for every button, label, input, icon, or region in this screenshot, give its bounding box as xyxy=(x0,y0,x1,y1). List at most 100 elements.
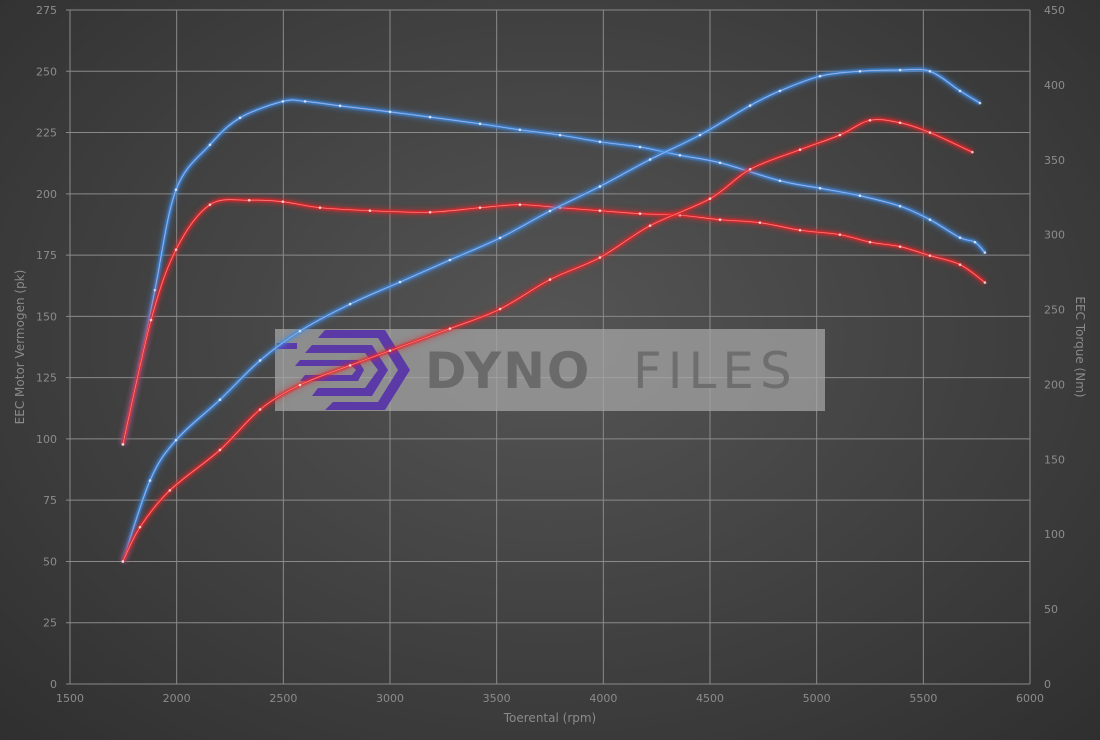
data-point xyxy=(149,318,153,322)
data-point xyxy=(708,197,712,201)
y-right-tick-label: 250 xyxy=(1044,304,1065,317)
data-point xyxy=(868,118,872,122)
data-point xyxy=(648,158,652,161)
data-point xyxy=(258,408,262,411)
y-left-tick-label: 150 xyxy=(36,310,57,323)
y-right-tick-label: 150 xyxy=(1044,453,1065,466)
data-point xyxy=(758,221,762,224)
data-point xyxy=(303,100,307,103)
data-point xyxy=(958,89,962,93)
y-axis-left-label: EEC Motor Vermogen (pk) xyxy=(13,270,27,425)
x-axis-label: Toerental (rpm) xyxy=(503,711,596,725)
y-left-tick-label: 200 xyxy=(36,188,57,201)
data-point xyxy=(638,145,642,149)
data-point xyxy=(208,203,212,207)
data-point xyxy=(478,122,482,126)
data-point xyxy=(798,148,802,152)
data-point xyxy=(958,263,962,266)
data-point xyxy=(174,248,178,251)
y-right-tick-label: 450 xyxy=(1044,4,1065,17)
y-right-tick-label: 400 xyxy=(1044,79,1065,92)
x-tick-label: 4000 xyxy=(589,692,617,705)
data-point xyxy=(218,448,222,452)
data-point xyxy=(518,203,522,207)
series-highlight xyxy=(122,69,981,562)
series-line xyxy=(121,68,981,562)
y-left-tick-label: 275 xyxy=(36,4,57,17)
data-point xyxy=(153,288,157,292)
series-highlight xyxy=(122,99,986,445)
data-point xyxy=(598,256,602,259)
data-point xyxy=(348,302,352,306)
data-point xyxy=(498,236,502,240)
data-point xyxy=(548,209,552,213)
data-point xyxy=(298,329,302,333)
data-point xyxy=(174,188,178,192)
data-point xyxy=(558,133,562,137)
data-point xyxy=(638,212,642,215)
data-point xyxy=(748,104,752,107)
data-point xyxy=(174,438,178,442)
y-left-tick-label: 250 xyxy=(36,65,57,78)
data-point xyxy=(778,89,782,93)
data-point xyxy=(368,209,372,213)
data-point xyxy=(698,133,702,137)
data-point xyxy=(518,128,522,132)
data-point xyxy=(398,280,402,284)
data-point xyxy=(448,258,452,262)
data-point xyxy=(978,101,982,105)
data-point xyxy=(928,131,932,134)
data-point xyxy=(898,68,902,72)
x-tick-label: 4500 xyxy=(696,692,724,705)
data-point xyxy=(778,179,782,183)
y-axis-right-label: EEC Torque (Nm) xyxy=(1073,296,1087,397)
y-right-tick-label: 50 xyxy=(1044,603,1058,616)
data-point xyxy=(868,240,872,244)
y-right-tick-label: 0 xyxy=(1044,678,1051,691)
data-point xyxy=(973,240,977,244)
data-point xyxy=(138,525,142,529)
data-point xyxy=(598,185,602,188)
series-1-torque xyxy=(120,197,987,446)
data-point xyxy=(648,224,652,227)
data-point xyxy=(208,143,212,147)
data-point xyxy=(678,153,682,157)
data-point xyxy=(478,206,482,210)
data-point xyxy=(428,210,432,214)
x-tick-label: 2000 xyxy=(163,692,191,705)
data-point xyxy=(983,251,987,254)
data-point xyxy=(338,104,342,108)
x-tick-label: 3500 xyxy=(483,692,511,705)
data-point xyxy=(148,479,152,482)
data-point xyxy=(448,327,452,330)
y-left-tick-label: 25 xyxy=(43,617,57,630)
data-point xyxy=(898,245,902,248)
y-left-tick-label: 50 xyxy=(43,555,57,568)
data-point xyxy=(838,133,842,137)
x-tick-label: 5000 xyxy=(803,692,831,705)
x-tick-label: 5500 xyxy=(909,692,937,705)
y-right-tick-label: 300 xyxy=(1044,229,1065,242)
series-3-power xyxy=(120,117,974,563)
data-point xyxy=(348,364,352,367)
x-tick-label: 1500 xyxy=(56,692,84,705)
data-point xyxy=(838,233,842,236)
series-glow xyxy=(120,66,982,563)
data-point xyxy=(971,150,974,154)
data-point xyxy=(898,204,902,208)
data-point xyxy=(298,383,302,387)
data-point xyxy=(388,110,392,114)
svg-text:DYNO: DYNO xyxy=(425,342,591,400)
y-left-tick-label: 75 xyxy=(43,494,57,507)
y-right-tick-label: 200 xyxy=(1044,378,1065,391)
data-point xyxy=(928,254,932,257)
data-point xyxy=(318,206,322,210)
data-point xyxy=(928,218,932,221)
series-0-torque xyxy=(120,97,987,446)
data-point xyxy=(958,236,962,239)
data-point xyxy=(718,218,722,221)
y-left-tick-label: 225 xyxy=(36,127,57,140)
data-point xyxy=(218,398,222,401)
y-left-tick-label: 0 xyxy=(50,678,57,691)
